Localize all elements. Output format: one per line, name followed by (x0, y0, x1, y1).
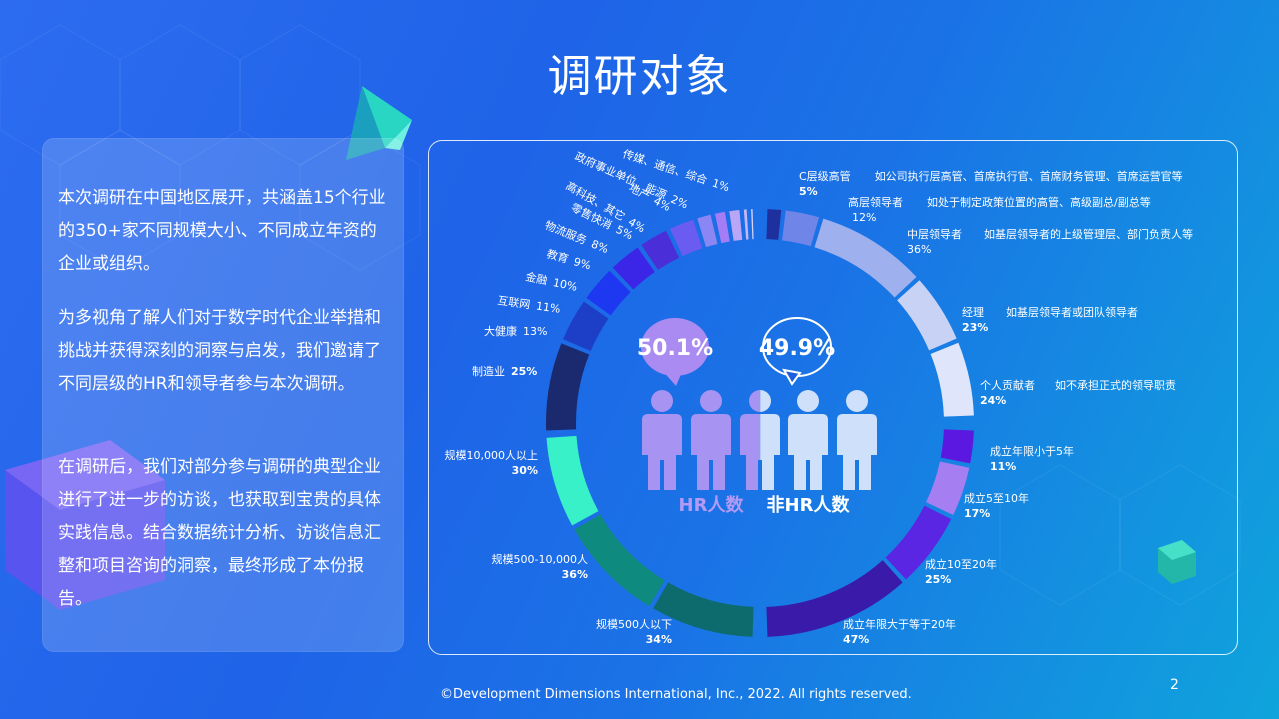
industry-label: 互联网 11% (497, 294, 562, 316)
nonhr-percent: 49.9% (759, 336, 835, 361)
age-value: 17% (964, 507, 990, 520)
size-labels: 规模500人以下 34% 规模500-10,000人 36% 规模10,000人… (445, 448, 673, 646)
level-label: 中层领导者 如基层领导者的上级管理层、部门负责人等 (907, 227, 1193, 241)
level-segment (782, 210, 820, 247)
nonhr-percent-bubble: 49.9% (759, 317, 835, 386)
level-label: 高层领导者 如处于制定政策位置的高管、高级副总/副总等 (848, 195, 1151, 209)
industry-segment (546, 343, 590, 431)
person-icon (837, 390, 877, 490)
industry-segment (729, 209, 743, 241)
industry-label: 金融 10% (524, 269, 578, 294)
size-label: 规模500-10,000人 (492, 552, 588, 566)
person-icon (740, 390, 761, 490)
age-segment (926, 461, 970, 516)
age-segment (766, 560, 903, 637)
page-title: 调研对象 (547, 51, 732, 102)
age-value: 47% (843, 633, 869, 646)
size-label: 规模500人以下 (596, 617, 672, 631)
intro-paragraph-2: 为多视角了解人们对于数字时代企业举措和挑战并获得深刻的洞察与启发，我们邀请了不同… (58, 308, 381, 394)
cube-decoration-left (5, 440, 165, 610)
industry-segment (751, 209, 754, 240)
size-value: 30% (512, 464, 538, 477)
industry-segment (743, 209, 749, 240)
size-segment (653, 582, 754, 637)
age-value: 25% (925, 573, 951, 586)
industry-segment (697, 214, 718, 248)
level-value: 24% (980, 394, 1006, 407)
level-value: 36% (907, 243, 931, 256)
age-label: 成立年限大于等于20年 (843, 617, 956, 631)
level-segment (766, 209, 782, 240)
level-segment (930, 342, 974, 417)
person-icon (788, 390, 828, 490)
industry-segment (586, 270, 631, 316)
age-segment (885, 505, 952, 580)
industry-label: 制造业 25% (472, 364, 537, 378)
size-value: 34% (646, 633, 672, 646)
level-value: 5% (799, 185, 818, 198)
person-icon (760, 390, 780, 490)
level-label: 经理 如基层领导者或团队领导者 (962, 305, 1138, 319)
intro-text-panel: 本次调研在中国地区展开，共涵盖15个行业的350+家不同规模大小、不同成立年资的… (42, 138, 404, 652)
industry-label: 大健康 13% (484, 324, 547, 338)
industry-segment (563, 301, 609, 351)
level-segment (814, 218, 917, 298)
people-icons (642, 390, 877, 490)
industry-segment (669, 219, 703, 257)
hr-percent-bubble: 50.1% (637, 318, 713, 386)
nonhr-label: 非HR人数 (767, 494, 851, 516)
survey-chart-panel (428, 140, 1238, 655)
age-segment (940, 429, 974, 464)
size-segment (574, 514, 665, 607)
person-icon (642, 390, 682, 490)
industry-segment (714, 211, 730, 244)
hr-percent: 50.1% (637, 336, 713, 361)
size-label: 规模10,000人以上 (445, 448, 539, 462)
level-segment (897, 280, 957, 351)
level-labels: C层级高管 如公司执行层高管、首席执行官、首席财务管理、首席运营官等 5% 高层领… (799, 169, 1193, 407)
person-icon (691, 390, 731, 490)
level-value: 23% (962, 321, 988, 334)
size-segment (546, 435, 599, 526)
intro-paragraph-3: 在调研后，我们对部分参与调研的典型企业进行了进一步的访谈，也获取到宝贵的具体实践… (58, 457, 381, 609)
copyright-footer: ©Development Dimensions International, I… (440, 687, 912, 702)
age-label: 成立10至20年 (925, 557, 997, 571)
level-label: 个人贡献者 如不承担正式的领导职责 (980, 378, 1176, 392)
intro-paragraph-1: 本次调研在中国地区展开，共涵盖15个行业的350+家不同规模大小、不同成立年资的… (58, 188, 386, 274)
age-labels: 成立年限小于5年 11% 成立5至10年 17% 成立10至20年 25% 成立… (843, 444, 1074, 646)
page-number: 2 (1170, 677, 1179, 693)
industry-label: 教育 9% (545, 246, 593, 272)
level-label: C层级高管 如公司执行层高管、首席执行官、首席财务管理、首席运营官等 (799, 169, 1183, 183)
cube-decoration-right (1158, 540, 1196, 584)
size-value: 36% (562, 568, 588, 581)
level-value: 12% (852, 211, 876, 224)
age-value: 11% (990, 460, 1016, 473)
cube-decoration-top (346, 86, 412, 160)
age-label: 成立年限小于5年 (990, 444, 1074, 458)
industry-segment (612, 247, 655, 290)
age-label: 成立5至10年 (964, 491, 1029, 505)
industry-segment (641, 230, 680, 270)
hr-label: HR人数 (679, 494, 745, 516)
